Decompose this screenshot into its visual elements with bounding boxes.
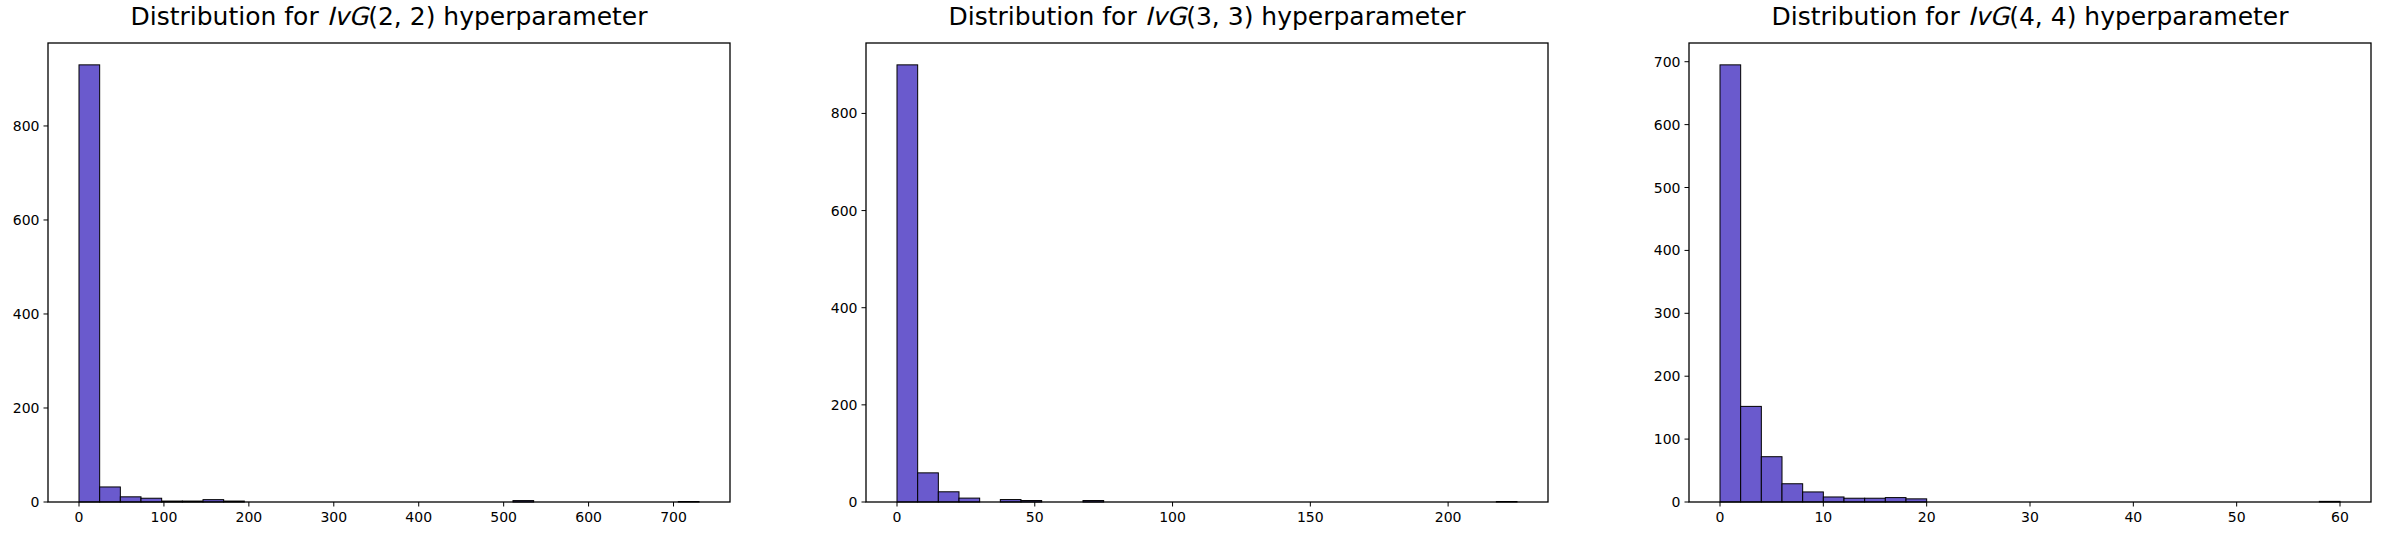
x-tick-label: 100	[1159, 509, 1186, 525]
y-tick-label: 600	[1654, 117, 1681, 133]
figure-canvas: Distribution for IvG(2, 2) hyperparamete…	[0, 0, 2381, 538]
x-tick-label: 20	[1918, 509, 1936, 525]
y-tick-label: 400	[1654, 242, 1681, 258]
y-tick-label: 0	[31, 494, 40, 510]
y-tick-label: 400	[831, 300, 858, 316]
x-tick-label: 600	[575, 509, 602, 525]
histogram-bar	[938, 492, 959, 502]
histogram-bar	[1741, 406, 1762, 502]
x-tick-label: 700	[660, 509, 687, 525]
histogram-bar	[918, 473, 939, 502]
y-tick-label: 200	[1654, 368, 1681, 384]
y-tick-label: 800	[831, 105, 858, 121]
y-tick-label: 0	[849, 494, 858, 510]
x-tick-label: 0	[75, 509, 84, 525]
x-tick-label: 40	[2124, 509, 2142, 525]
y-tick-label: 300	[1654, 305, 1681, 321]
y-tick-label: 100	[1654, 431, 1681, 447]
histogram-chart-ivg-4-4: Distribution for IvG(4, 4) hyperparamete…	[1587, 0, 2381, 538]
histogram-bar	[100, 487, 121, 502]
histogram-bar	[79, 65, 100, 502]
y-tick-label: 200	[13, 400, 40, 416]
axes-background	[1689, 43, 2371, 502]
histogram-chart-ivg-2-2: Distribution for IvG(2, 2) hyperparamete…	[0, 0, 794, 538]
x-tick-label: 100	[151, 509, 178, 525]
x-tick-label: 0	[1716, 509, 1725, 525]
histogram-bar	[1803, 492, 1824, 502]
x-tick-label: 200	[1435, 509, 1462, 525]
y-tick-label: 200	[831, 397, 858, 413]
axes-background	[866, 43, 1548, 502]
histogram-plot: 0 100 200 300 400 500 600 700 0 200 400 600 800	[0, 0, 794, 538]
histogram-bar	[1782, 484, 1803, 502]
x-tick-label: 400	[405, 509, 432, 525]
x-tick-label: 0	[893, 509, 902, 525]
x-tick-label: 150	[1297, 509, 1324, 525]
y-tick-label: 800	[13, 118, 40, 134]
x-tick-label: 500	[490, 509, 517, 525]
histogram-plot: 01020304050600100200300400500600700	[1587, 0, 2381, 538]
y-tick-label: 0	[1672, 494, 1681, 510]
x-tick-label: 300	[320, 509, 347, 525]
histogram-bar	[1885, 498, 1906, 502]
y-tick-label: 500	[1654, 180, 1681, 196]
x-tick-label: 50	[2228, 509, 2246, 525]
y-tick-label: 600	[831, 203, 858, 219]
histogram-plot: 0 50 100 150 200 0 200 400 600 800	[794, 0, 1587, 538]
y-tick-label: 600	[13, 212, 40, 228]
histogram-bar	[1720, 65, 1741, 502]
histogram-bar	[120, 497, 141, 502]
y-tick-label: 700	[1654, 54, 1681, 70]
histogram-bar	[1761, 457, 1782, 502]
histogram-bar	[1823, 497, 1844, 502]
x-tick-label: 200	[235, 509, 262, 525]
y-tick-label: 400	[13, 306, 40, 322]
x-tick-label: 50	[1026, 509, 1044, 525]
x-tick-label: 10	[1814, 509, 1832, 525]
axes-background	[48, 43, 730, 502]
histogram-bar	[897, 65, 918, 502]
x-tick-label: 60	[2331, 509, 2349, 525]
histogram-chart-ivg-3-3: Distribution for IvG(3, 3) hyperparamete…	[794, 0, 1587, 538]
x-tick-label: 30	[2021, 509, 2039, 525]
